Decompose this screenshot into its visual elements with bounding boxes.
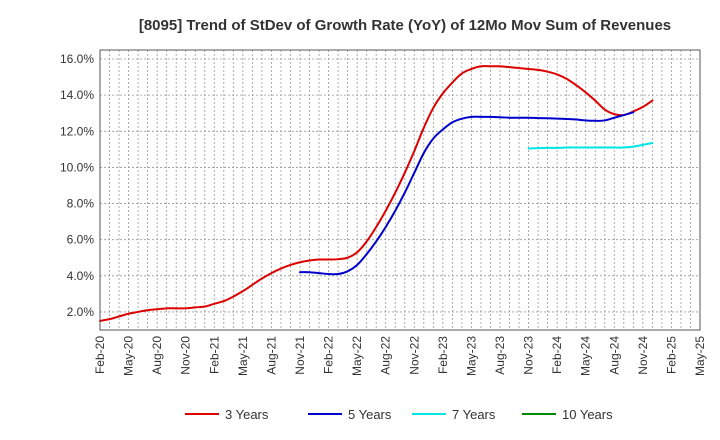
- x-tick-label: Feb-25: [664, 336, 678, 374]
- x-tick-label: May-22: [350, 336, 364, 376]
- x-tick-label: May-24: [579, 336, 593, 376]
- series-line-5-years: [299, 111, 635, 276]
- y-axis-tick-labels: 2.0% 4.0% 6.0% 8.0% 10.0% 12.0% 14.0% 16.0%: [60, 52, 94, 319]
- x-tick-label: May-23: [464, 336, 478, 376]
- x-tick-label: Feb-24: [550, 336, 564, 374]
- x-tick-label: Nov-22: [407, 336, 421, 375]
- series-line-7-years: [527, 142, 654, 150]
- legend: 3 Years 5 Years 7 Years 10 Years: [185, 407, 613, 422]
- x-tick-label: May-25: [693, 336, 707, 376]
- x-tick-label: Feb-23: [436, 336, 450, 374]
- y-tick-label: 14.0%: [60, 88, 94, 102]
- x-tick-label: May-21: [236, 336, 250, 376]
- y-tick-label: 10.0%: [60, 160, 94, 174]
- x-tick-label: Aug-24: [607, 336, 621, 375]
- x-tick-label: Feb-20: [93, 336, 107, 374]
- y-tick-label: 2.0%: [67, 305, 95, 319]
- series-layer: [99, 65, 654, 322]
- x-tick-label: May-20: [122, 336, 136, 376]
- chart-title: [8095] Trend of StDev of Growth Rate (Yo…: [139, 17, 671, 34]
- y-tick-label: 6.0%: [67, 233, 95, 247]
- x-tick-label: Nov-24: [636, 336, 650, 375]
- legend-label: 10 Years: [562, 407, 613, 422]
- y-tick-label: 8.0%: [67, 197, 95, 211]
- x-tick-label: Nov-21: [293, 336, 307, 375]
- x-tick-label: Aug-21: [264, 336, 278, 375]
- series-line-3-years: [99, 65, 654, 322]
- x-tick-label: Aug-23: [493, 336, 507, 375]
- grid-layer: [100, 50, 700, 330]
- x-tick-label: Nov-20: [179, 336, 193, 375]
- x-tick-label: Feb-21: [207, 336, 221, 374]
- y-tick-label: 12.0%: [60, 124, 94, 138]
- legend-label: 7 Years: [452, 407, 496, 422]
- y-tick-label: 4.0%: [67, 269, 95, 283]
- x-tick-label: Aug-20: [150, 336, 164, 375]
- x-axis-tick-labels: Feb-20 May-20 Aug-20 Nov-20 Feb-21 May-21 Aug-…: [93, 336, 707, 376]
- legend-label: 3 Years: [225, 407, 269, 422]
- x-tick-label: Nov-23: [522, 336, 536, 375]
- x-tick-label: Feb-22: [322, 336, 336, 374]
- y-tick-label: 16.0%: [60, 52, 94, 66]
- plot-area: [99, 49, 701, 331]
- x-tick-label: Aug-22: [379, 336, 393, 375]
- legend-label: 5 Years: [348, 407, 392, 422]
